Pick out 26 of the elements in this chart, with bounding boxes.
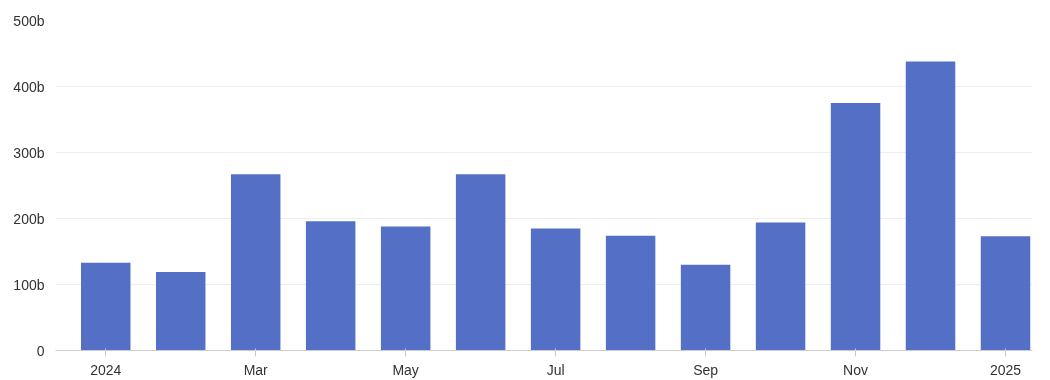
x-tick-label: Sep xyxy=(693,361,719,378)
bar xyxy=(80,262,131,351)
bar xyxy=(530,228,581,351)
bar xyxy=(980,236,1031,351)
x-tick-label: May xyxy=(392,361,419,378)
x-tick-label: 2024 xyxy=(90,361,122,378)
y-tick-label: 500b xyxy=(13,12,45,29)
bar xyxy=(380,226,431,351)
x-tick-label: Nov xyxy=(843,361,868,378)
y-tick-label: 0 xyxy=(36,342,45,359)
x-tick-label: 2025 xyxy=(989,361,1022,378)
x-tick-label: Mar xyxy=(243,361,269,378)
bar xyxy=(830,103,881,351)
bar xyxy=(455,174,506,351)
y-tick-label: 100b xyxy=(13,276,45,293)
y-tick-label: 400b xyxy=(13,78,45,95)
bar xyxy=(155,271,206,351)
bar xyxy=(230,174,281,351)
x-tick-label: Jul xyxy=(546,361,565,378)
y-tick-label: 300b xyxy=(13,144,45,161)
y-tick-label: 200b xyxy=(13,210,45,227)
bar xyxy=(605,235,656,351)
bar xyxy=(755,222,806,351)
bar xyxy=(905,61,956,351)
bar xyxy=(680,264,731,351)
bar xyxy=(305,221,356,351)
